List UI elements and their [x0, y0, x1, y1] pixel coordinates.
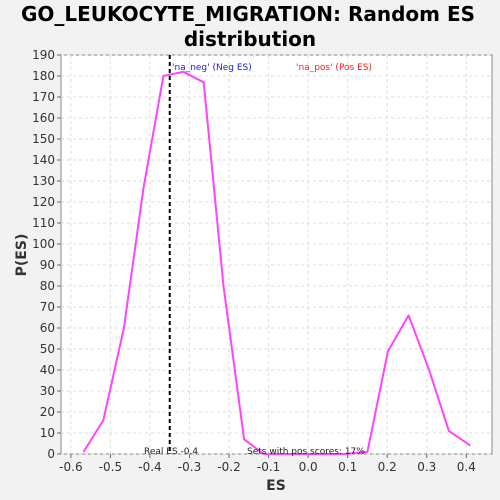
x-tick-label: 0.0: [299, 460, 318, 474]
x-tick-label: -0.6: [59, 460, 82, 474]
series-line: [82, 70, 471, 455]
y-tick-label: 0: [47, 447, 55, 461]
chart-title-line-1: GO_LEUKOCYTE_MIGRATION: Random ES: [21, 2, 475, 26]
x-tick-label: 0.3: [417, 460, 436, 474]
y-tick-label: 130: [32, 174, 55, 188]
y-tick-label: 40: [40, 363, 55, 377]
axes: 0 10 20 30 40 50 60 70 80 90 100 110 120 130 140 150 160…: [32, 48, 476, 474]
y-tick-label: 120: [32, 195, 55, 209]
series-group: [82, 70, 471, 455]
chart-title-line-2: distribution: [184, 27, 316, 51]
x-tick-label: -0.4: [138, 460, 161, 474]
y-tick-label: 20: [40, 405, 55, 419]
na-pos-annotation: 'na_pos' (Pos ES): [296, 63, 372, 73]
y-tick-label: 10: [40, 426, 55, 440]
plot-background: [60, 54, 493, 455]
y-tick-label: 60: [40, 321, 55, 335]
y-tick-label: 90: [40, 258, 55, 272]
x-tick-label: 0.2: [378, 460, 397, 474]
y-tick-label: 180: [32, 69, 55, 83]
y-tick-label: 50: [40, 342, 55, 356]
x-tick-label: -0.3: [178, 460, 201, 474]
pos-scores-annotation: Sets with pos scores: 17%: [247, 447, 365, 457]
x-axis-label: ES: [266, 478, 286, 494]
y-tick-label: 160: [32, 111, 55, 125]
grid-lines: [61, 54, 492, 455]
y-tick-label: 30: [40, 384, 55, 398]
y-tick-label: 140: [32, 153, 55, 167]
x-tick-label: -0.5: [99, 460, 122, 474]
y-tick-label: 110: [32, 216, 55, 230]
na-neg-annotation: 'na_neg' (Neg ES): [172, 63, 252, 73]
real-es-label: Real ES -0.4: [144, 447, 198, 457]
x-tick-label: -0.1: [257, 460, 280, 474]
y-tick-label: 100: [32, 237, 55, 251]
y-axis-label: P(ES): [14, 234, 30, 277]
y-tick-label: 170: [32, 90, 55, 104]
y-tick-label: 150: [32, 132, 55, 146]
y-tick-label: 80: [40, 279, 55, 293]
x-tick-label: 0.4: [457, 460, 476, 474]
x-tick-label: 0.1: [338, 460, 357, 474]
y-tick-label: 190: [32, 48, 55, 62]
y-tick-label: 70: [40, 300, 55, 314]
x-tick-label: -0.2: [217, 460, 240, 474]
